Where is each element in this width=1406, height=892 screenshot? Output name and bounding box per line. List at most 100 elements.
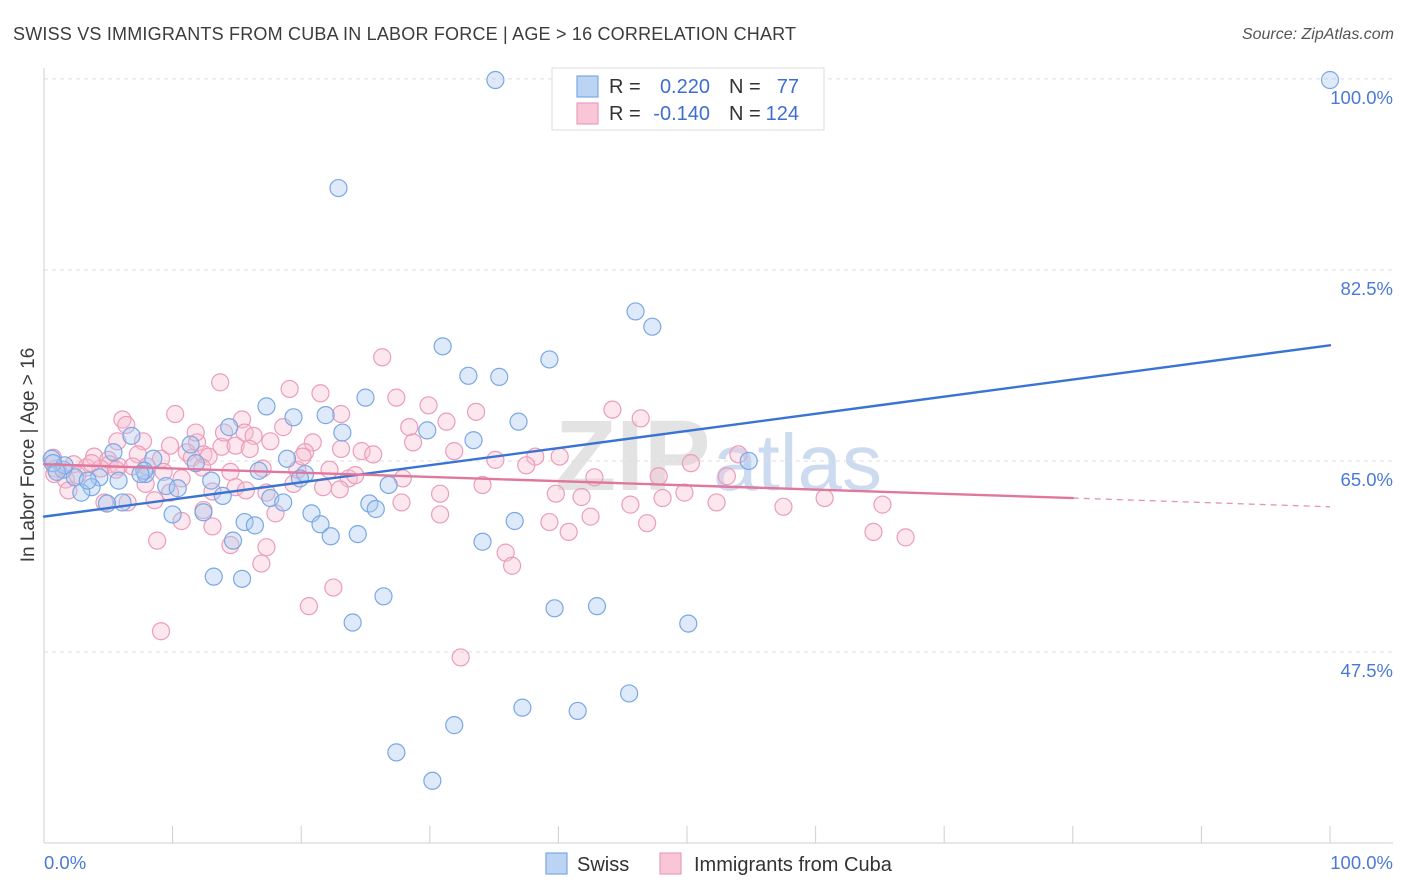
swiss-series-label: Swiss	[577, 854, 629, 876]
x-tick-label-max: 100.0%	[1330, 852, 1393, 873]
cuba-point	[864, 522, 883, 542]
cuba-point	[392, 493, 411, 512]
cuba-point	[451, 648, 470, 667]
y-tick-label: 65.0%	[1341, 469, 1393, 490]
cuba-point	[117, 415, 136, 435]
cuba-point	[299, 597, 319, 616]
swiss-point	[423, 771, 442, 790]
cuba-n-value: 124	[766, 103, 799, 125]
cuba-point	[603, 400, 622, 419]
data-points	[42, 70, 1340, 790]
swiss-point	[232, 569, 252, 588]
swiss-point	[626, 302, 645, 321]
cuba-point	[280, 379, 299, 399]
swiss-point	[284, 408, 303, 427]
swiss-point	[220, 418, 239, 437]
cuba-point	[430, 484, 450, 503]
cuba-point	[261, 432, 280, 451]
cuba-point	[873, 495, 892, 514]
swiss-point	[277, 449, 297, 468]
cuba-point	[681, 454, 700, 473]
swiss-point	[163, 505, 182, 524]
cuba-point	[352, 442, 371, 461]
cuba-point	[221, 462, 240, 481]
swiss-point	[545, 599, 564, 618]
cuba-point	[151, 622, 171, 641]
swiss-point	[47, 462, 66, 481]
y-tick-label: 82.5%	[1341, 278, 1393, 299]
swiss-trend-line	[42, 344, 1332, 518]
cuba-point	[815, 488, 834, 508]
swiss-n-value: 77	[777, 76, 799, 98]
y-tick-label: 47.5%	[1341, 660, 1393, 681]
cuba-point	[252, 554, 271, 573]
cuba-point	[403, 433, 423, 452]
cuba-point	[311, 384, 330, 403]
cuba-point	[430, 505, 450, 524]
cuba-point	[649, 467, 668, 486]
swiss-point	[204, 567, 223, 586]
swiss-point	[540, 350, 559, 369]
swiss-point	[78, 471, 97, 490]
cuba-point	[203, 517, 222, 536]
cuba-point	[473, 475, 492, 495]
swiss-point	[445, 716, 464, 735]
swiss-point	[113, 493, 132, 512]
y-tick-label: 100.0%	[1330, 87, 1393, 108]
stats-legend: R = 0.220 N = 77 R = -0.140 N = 124	[551, 67, 825, 131]
cuba-point	[550, 447, 569, 466]
swiss-point	[459, 366, 478, 385]
grid-layer: 100.0% 82.5% 65.0% 47.5%	[44, 78, 1393, 681]
swiss-point	[223, 531, 243, 550]
swiss-point	[387, 743, 406, 762]
cuba-point	[214, 423, 234, 442]
cuba-point	[896, 528, 915, 547]
cuba-point	[503, 556, 522, 575]
cuba-point	[717, 467, 736, 486]
cuba-point	[638, 514, 657, 533]
swiss-point	[490, 367, 509, 387]
y-axis-title: In Labor Force | Age > 16	[18, 348, 39, 563]
swiss-point	[418, 421, 437, 440]
cuba-point	[257, 538, 276, 557]
swiss-point	[333, 423, 352, 442]
cuba-point	[581, 507, 600, 526]
swiss-point	[274, 493, 293, 512]
cuba-point	[136, 474, 155, 493]
swiss-point	[486, 70, 505, 90]
cuba-point	[226, 436, 245, 455]
swiss-series-swatch	[545, 852, 568, 875]
cuba-trend-line	[42, 463, 1075, 500]
swiss-point	[131, 464, 150, 484]
swiss-point	[343, 613, 362, 632]
cuba-point	[729, 445, 748, 464]
source-credit: Source: ZipAtlas.com	[1242, 26, 1394, 43]
cuba-point	[496, 543, 515, 562]
cuba-point	[172, 511, 191, 531]
swiss-point	[90, 468, 109, 487]
cuba-r-label: R =	[609, 103, 641, 125]
cuba-point	[160, 436, 180, 455]
cuba-point	[774, 497, 793, 516]
cuba-point	[148, 531, 167, 550]
cuba-point	[303, 433, 322, 452]
cuba-point	[330, 480, 349, 499]
cuba-point	[331, 439, 351, 459]
swiss-r-label: R =	[609, 76, 641, 98]
swiss-point	[509, 412, 528, 431]
swiss-point	[104, 443, 123, 462]
cuba-point	[653, 488, 672, 508]
swiss-point	[473, 532, 492, 551]
cuba-point	[166, 404, 185, 424]
swiss-point	[329, 178, 348, 198]
swiss-point	[122, 426, 141, 445]
swiss-point	[202, 471, 221, 490]
swiss-point	[679, 614, 698, 633]
cuba-point	[546, 484, 565, 503]
cuba-r-value: -0.140	[653, 103, 710, 125]
cuba-point	[707, 493, 726, 512]
cuba-n-label: N =	[729, 103, 761, 125]
cuba-point	[445, 442, 464, 461]
cuba-point	[621, 495, 640, 514]
